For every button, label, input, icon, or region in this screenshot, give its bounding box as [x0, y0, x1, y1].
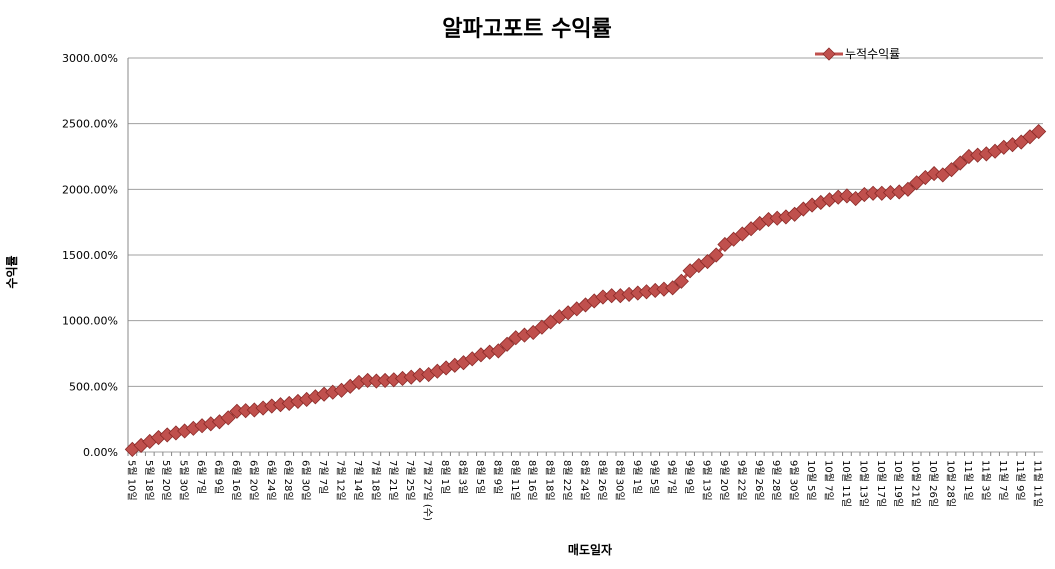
x-tick-label: 9월 22일	[735, 460, 747, 501]
x-tick-label: 6월 16일	[230, 460, 242, 501]
x-tick-label: 7월 25일	[404, 460, 416, 501]
x-tick-label: 9월 7일	[666, 460, 678, 494]
y-tick-label: 3000.00%	[62, 52, 118, 65]
y-tick-label: 2500.00%	[62, 118, 118, 131]
point-marker	[943, 162, 960, 178]
y-tick-label: 1500.00%	[62, 249, 118, 262]
x-tick-label: 10월 7일	[823, 460, 835, 501]
x-tick-label: 11월 11일	[1032, 460, 1044, 507]
x-tick-label: 6월 24일	[265, 460, 277, 501]
x-tick-label: 9월 20일	[718, 460, 730, 501]
point-marker	[900, 181, 916, 197]
x-axis-title: 매도일자	[568, 542, 612, 557]
x-tick-label: 10월 19일	[892, 460, 904, 507]
x-tick-label: 9월 26일	[753, 460, 765, 501]
point-marker	[1031, 123, 1047, 140]
point-marker	[665, 280, 681, 296]
x-tick-label: 8월 9일	[491, 460, 503, 494]
x-tick-label: 8월 24일	[579, 460, 591, 501]
legend-marker	[822, 47, 836, 61]
x-tick-label: 8월 26일	[596, 460, 608, 501]
x-tick-label: 7월 27일 (수)	[422, 460, 434, 521]
point-marker	[220, 410, 236, 426]
x-tick-label: 5월 10일	[125, 460, 137, 501]
x-tick-label: 11월 1일	[962, 460, 974, 501]
x-tick-label: 10월 28일	[945, 460, 957, 507]
point-marker	[708, 247, 724, 263]
y-tick-label: 2000.00%	[62, 183, 118, 196]
y-tick-label: 500.00%	[69, 380, 118, 393]
x-tick-label: 11월 3일	[979, 460, 991, 501]
x-tick-label: 6월 9일	[213, 460, 225, 494]
x-tick-label: 9월 5일	[648, 460, 660, 494]
x-tick-label: 9월 30일	[788, 460, 800, 501]
point-marker	[699, 254, 716, 270]
y-axis-title: 수익률	[5, 255, 19, 288]
chart-title: 알파고포트 수익률	[442, 17, 612, 42]
x-tick-label: 10월 5일	[805, 460, 817, 501]
x-tick-label: 8월 1일	[439, 460, 451, 494]
x-tick-label: 7월 7일	[317, 460, 329, 494]
x-tick-label: 11월 9일	[1014, 460, 1026, 501]
x-tick-label: 10월 13일	[857, 460, 869, 507]
y-tick-label: 0.00%	[83, 446, 118, 459]
point-marker	[952, 155, 968, 171]
x-tick-label: 8월 3일	[457, 460, 469, 494]
x-tick-label: 6월 28일	[282, 460, 294, 501]
x-tick-label: 6월 30일	[300, 460, 312, 501]
legend-label: 누적수익률	[845, 47, 900, 61]
x-tick-label: 8월 30일	[613, 460, 625, 501]
point-marker	[490, 343, 506, 359]
y-tick-label: 1000.00%	[62, 315, 118, 328]
x-tick-label: 9월 9일	[683, 460, 695, 494]
x-tick-label: 8월 16일	[526, 460, 538, 501]
x-tick-label: 8월 5일	[474, 460, 486, 494]
x-tick-label: 9월 13일	[701, 460, 713, 501]
x-tick-label: 7월 14일	[352, 460, 364, 501]
x-tick-label: 8월 11일	[509, 460, 521, 501]
x-tick-label: 9월 1일	[631, 460, 643, 494]
x-tick-label: 7월 12일	[335, 460, 347, 501]
x-tick-label: 7월 18일	[369, 460, 381, 501]
x-tick-label: 8월 22일	[561, 460, 573, 501]
x-tick-label: 8월 18일	[544, 460, 556, 501]
x-tick-label: 11월 7일	[997, 460, 1009, 501]
x-tick-label: 10월 11일	[840, 460, 852, 507]
x-tick-label: 5월 20일	[160, 460, 172, 501]
x-tick-label: 5월 30일	[178, 460, 190, 501]
x-tick-label: 10월 21일	[910, 460, 922, 507]
x-tick-label: 6월 20일	[247, 460, 259, 501]
point-marker	[499, 336, 515, 352]
x-tick-label: 6월 7일	[195, 460, 207, 494]
x-tick-label: 7월 21일	[387, 460, 399, 501]
x-tick-label: 10월 26일	[927, 460, 939, 507]
x-tick-label: 5월 18일	[143, 460, 155, 501]
point-marker	[673, 273, 689, 289]
x-tick-label: 10월 17일	[875, 460, 887, 507]
x-tick-label: 9월 28일	[770, 460, 782, 501]
